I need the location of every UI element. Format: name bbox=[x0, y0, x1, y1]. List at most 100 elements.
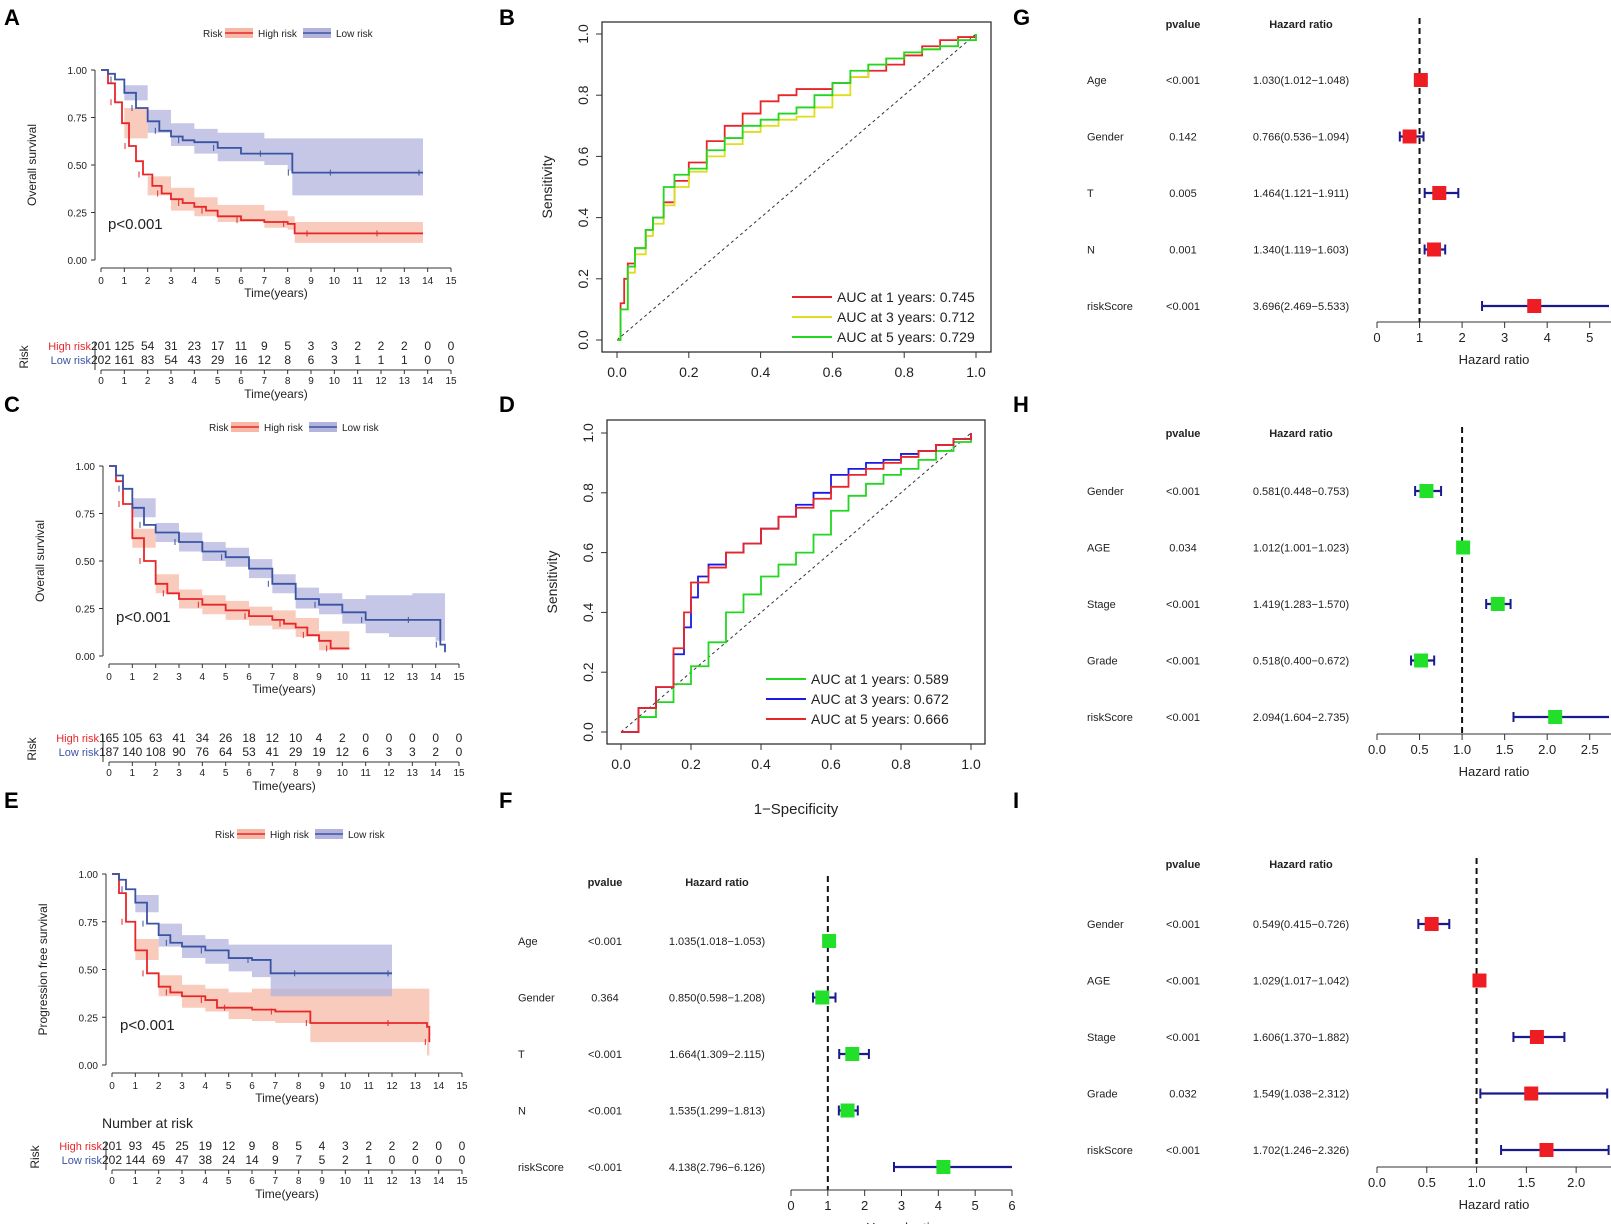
risk-row-label: Low risk bbox=[51, 355, 92, 367]
risk-count: 144 bbox=[125, 1153, 145, 1167]
x-tick-label: 2 bbox=[153, 672, 159, 683]
x-tick-label: 14 bbox=[433, 1081, 445, 1092]
x-tick-label: 0.0 bbox=[1368, 1175, 1386, 1190]
row-pvalue: <0.001 bbox=[1166, 919, 1200, 931]
legend: Risk High risk Low risk bbox=[203, 28, 374, 40]
x-tick-label: 3 bbox=[176, 672, 182, 683]
risk-count: 201 bbox=[91, 339, 111, 353]
risk-count: 3 bbox=[386, 745, 393, 759]
hazard-ratio-box bbox=[1529, 1030, 1544, 1044]
hazard-ratio-box bbox=[1419, 484, 1434, 498]
row-label: N bbox=[1087, 245, 1095, 257]
risk-table-tick-label: 3 bbox=[168, 376, 174, 387]
row-label: riskScore bbox=[1087, 301, 1133, 313]
hazard-ratio-box bbox=[840, 1103, 855, 1118]
x-tick-label: 5 bbox=[215, 276, 221, 287]
column-header-pvalue: pvalue bbox=[1166, 859, 1201, 871]
y-tick-label: 1.0 bbox=[575, 24, 591, 44]
row-label: riskScore bbox=[1087, 1145, 1133, 1157]
risk-table-tick-label: 0 bbox=[98, 376, 104, 387]
risk-count: 0 bbox=[412, 1153, 419, 1167]
x-tick-label: 4 bbox=[192, 276, 198, 287]
row-pvalue: <0.001 bbox=[1166, 486, 1200, 498]
column-header-pvalue: pvalue bbox=[588, 877, 623, 889]
survival-curve-low bbox=[101, 69, 423, 174]
x-tick-label: 5 bbox=[226, 1081, 232, 1092]
risk-count: 6 bbox=[308, 353, 315, 367]
risk-table-tick-label: 11 bbox=[363, 1176, 374, 1187]
row-hazard-ratio: 3.696(2.469−5.533) bbox=[1253, 301, 1349, 313]
x-tick-label: 12 bbox=[386, 1081, 398, 1092]
x-tick-label: 1.0 bbox=[1468, 1175, 1486, 1190]
y-tick-label: 0.25 bbox=[76, 605, 96, 616]
x-tick-label: 0.8 bbox=[894, 364, 914, 380]
risk-count: 38 bbox=[199, 1153, 213, 1167]
row-pvalue: 0.032 bbox=[1169, 1089, 1197, 1101]
y-tick-label: 0.75 bbox=[79, 918, 99, 929]
x-tick-label: 2.0 bbox=[1567, 1175, 1585, 1190]
y-tick-label: 0.25 bbox=[79, 1013, 99, 1024]
x-tick-label: 0.2 bbox=[679, 364, 699, 380]
x-tick-label: 6 bbox=[246, 672, 252, 683]
panel-label-h: H bbox=[1013, 392, 1029, 417]
legend-label-low: Low risk bbox=[336, 29, 374, 40]
risk-table-tick-label: 14 bbox=[422, 376, 434, 387]
row-pvalue: <0.001 bbox=[1166, 656, 1200, 668]
row-hazard-ratio: 1.419(1.283−1.570) bbox=[1253, 599, 1349, 611]
x-tick-label: 0.6 bbox=[823, 364, 843, 380]
x-tick-label: 2 bbox=[1458, 330, 1465, 345]
row-label: N bbox=[518, 1106, 526, 1118]
x-tick-label: 7 bbox=[273, 1081, 279, 1092]
y-tick-label: 0.2 bbox=[580, 662, 596, 682]
risk-count: 64 bbox=[219, 745, 233, 759]
x-tick-label: 8 bbox=[285, 276, 291, 287]
legend-label: AUC at 5 years: 0.729 bbox=[837, 329, 975, 345]
forest-panel-f: pvalue Hazard ratio Age <0.001 1.035(1.018−1… bbox=[518, 876, 1016, 1224]
risk-table-tick-label: 4 bbox=[203, 1176, 209, 1187]
column-header-hazard-ratio: Hazard ratio bbox=[1269, 19, 1333, 31]
risk-count: 3 bbox=[331, 353, 338, 367]
y-tick-label: 0.8 bbox=[575, 85, 591, 105]
y-tick-label: 1.00 bbox=[68, 66, 88, 77]
risk-count: 105 bbox=[122, 731, 142, 745]
risk-table-tick-label: 12 bbox=[375, 376, 387, 387]
y-tick-label: 0.6 bbox=[580, 543, 596, 563]
diagonal-reference bbox=[620, 432, 972, 733]
legend: Risk High risk Low risk bbox=[209, 422, 380, 434]
risk-table-tick-label: 11 bbox=[360, 768, 371, 779]
risk-count: 1 bbox=[378, 353, 385, 367]
x-tick-label: 5 bbox=[223, 672, 229, 683]
legend-title: Risk bbox=[215, 830, 235, 841]
risk-table-tick-label: 4 bbox=[200, 768, 206, 779]
x-tick-label: 1 bbox=[824, 1198, 831, 1213]
y-tick-label: 1.00 bbox=[79, 870, 99, 881]
risk-row-label: Low risk bbox=[59, 747, 100, 759]
row-label: Gender bbox=[1087, 919, 1124, 931]
risk-count: 19 bbox=[312, 745, 326, 759]
risk-count: 0 bbox=[424, 339, 431, 353]
row-label: Grade bbox=[1087, 656, 1118, 668]
row-hazard-ratio: 0.581(0.448−0.753) bbox=[1253, 486, 1349, 498]
x-tick-label: 12 bbox=[383, 672, 395, 683]
x-tick-label: 5 bbox=[1586, 330, 1593, 345]
x-axis-title: Time(years) bbox=[244, 286, 308, 300]
x-tick-label: 6 bbox=[249, 1081, 255, 1092]
risk-count: 187 bbox=[99, 745, 119, 759]
x-tick-label: 0 bbox=[1373, 330, 1380, 345]
x-tick-label: 2.5 bbox=[1581, 742, 1599, 757]
risk-count: 9 bbox=[272, 1153, 279, 1167]
x-tick-label: 0.2 bbox=[681, 756, 701, 772]
legend-label-high: High risk bbox=[258, 29, 298, 40]
column-header-hazard-ratio: Hazard ratio bbox=[1269, 428, 1333, 440]
x-tick-label: 14 bbox=[430, 672, 442, 683]
risk-count: 34 bbox=[196, 731, 210, 745]
risk-table: Risk High risk 201 125 54 31 23 17 11 9 5 3 3 2 2 2 0 0Lo… bbox=[17, 339, 457, 401]
risk-count: 4 bbox=[316, 731, 323, 745]
row-pvalue: <0.001 bbox=[588, 1049, 622, 1061]
hazard-ratio-box bbox=[1432, 186, 1447, 200]
risk-count: 0 bbox=[389, 1153, 396, 1167]
y-tick-label: 0.50 bbox=[79, 966, 99, 977]
x-tick-label: 0.0 bbox=[1368, 742, 1386, 757]
y-tick-label: 0.00 bbox=[76, 652, 96, 663]
x-tick-label: 0.4 bbox=[751, 364, 771, 380]
